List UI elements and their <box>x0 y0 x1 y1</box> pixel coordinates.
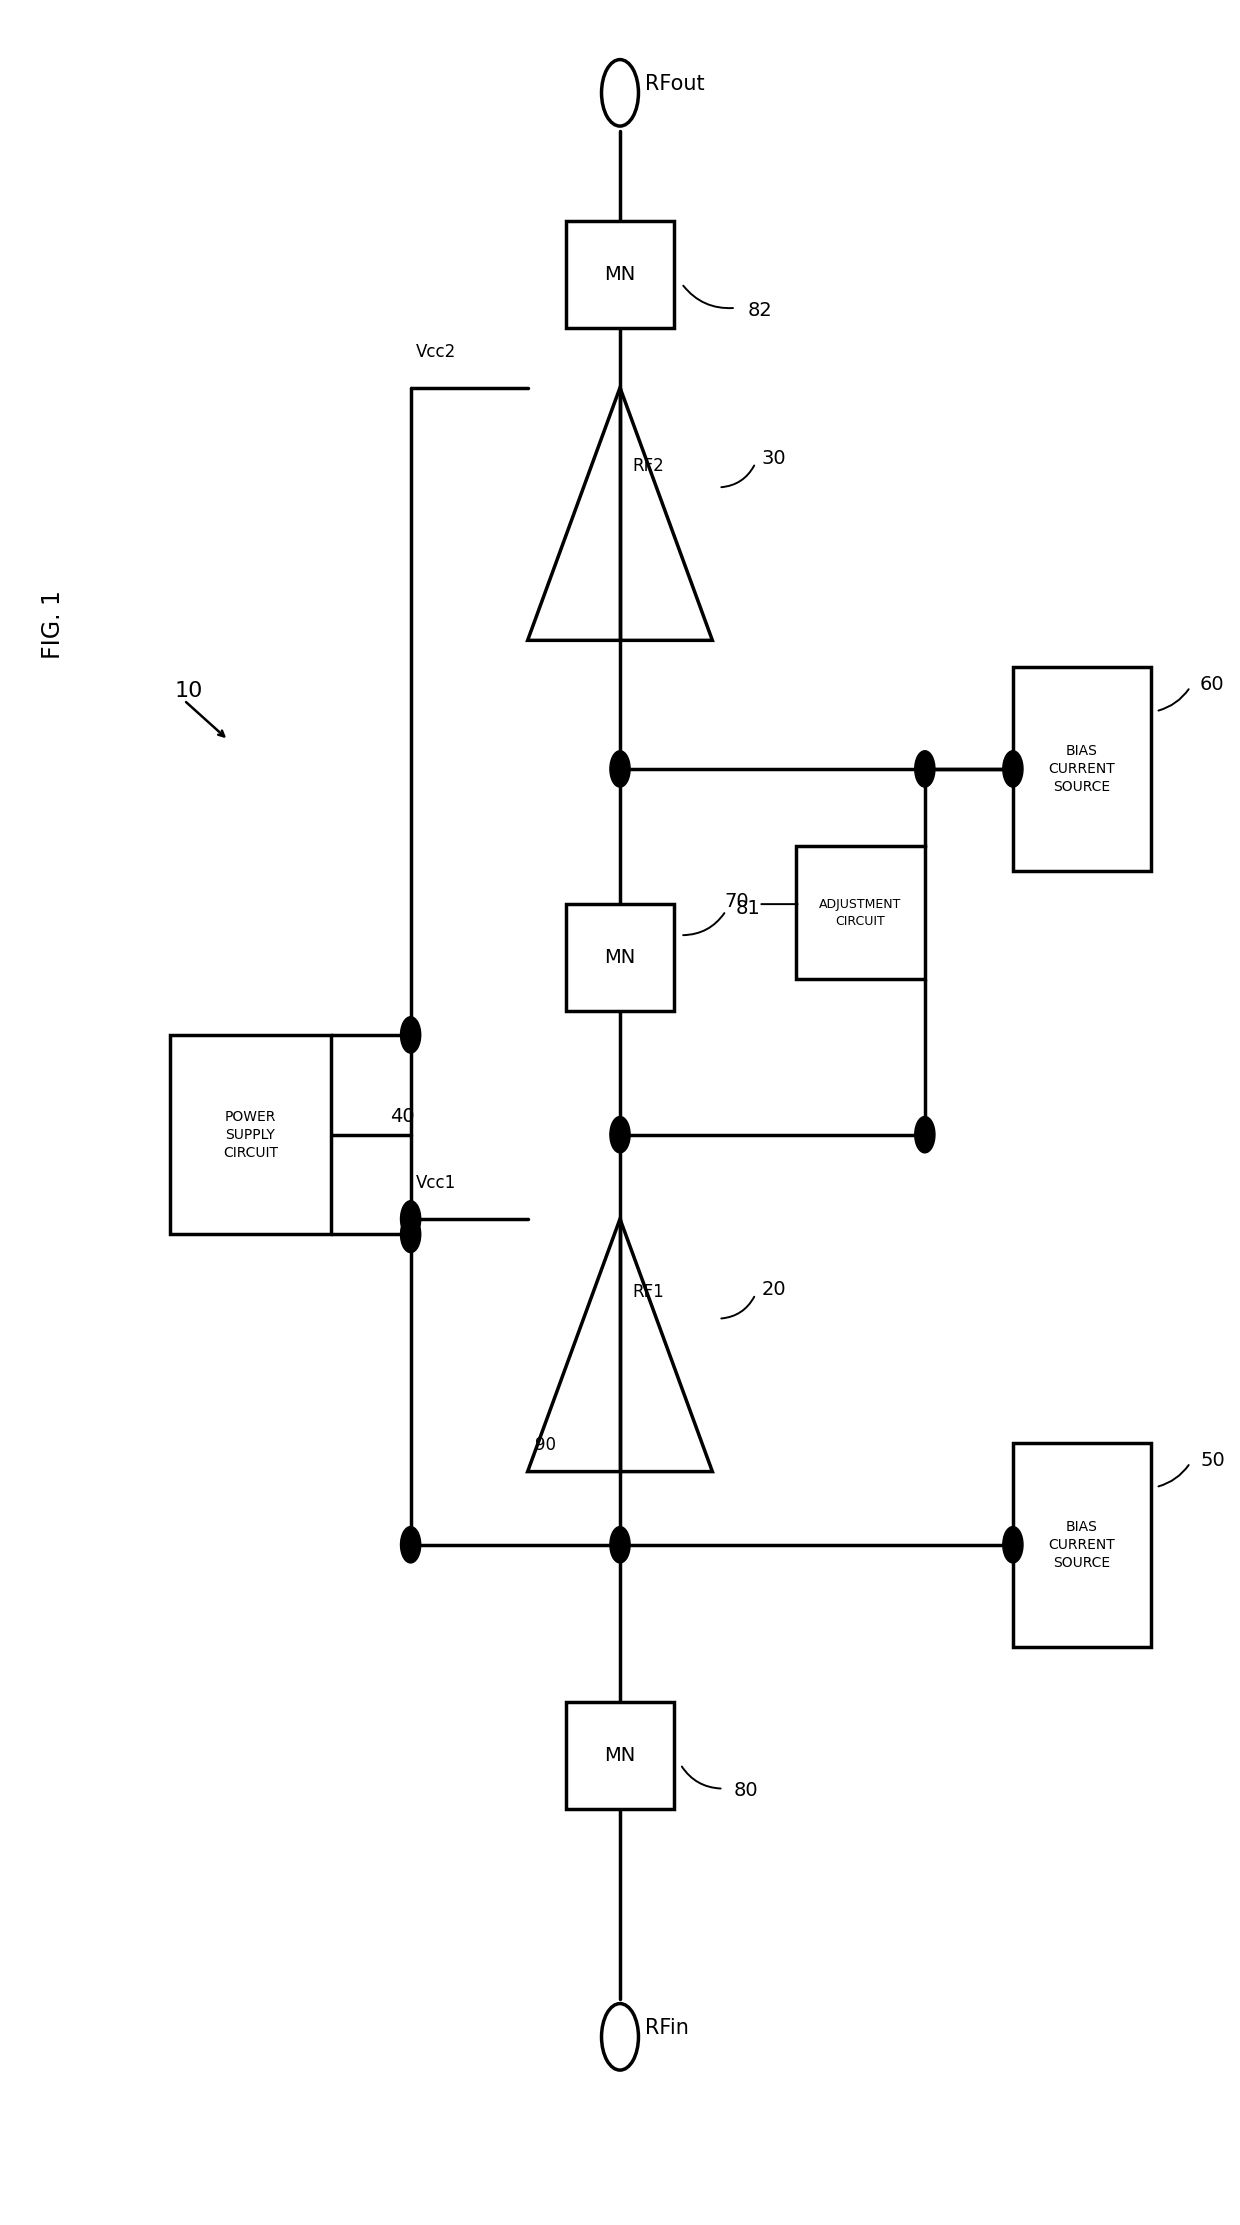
Text: 70: 70 <box>724 892 749 912</box>
Text: MN: MN <box>604 265 636 285</box>
Bar <box>565 222 675 327</box>
Bar <box>170 1035 331 1235</box>
Circle shape <box>401 1217 420 1253</box>
Bar <box>1013 1442 1151 1646</box>
Text: RF1: RF1 <box>632 1284 665 1302</box>
Text: 81: 81 <box>735 899 760 919</box>
Bar <box>565 1702 675 1809</box>
Text: POWER
SUPPLY
CIRCUIT: POWER SUPPLY CIRCUIT <box>223 1110 278 1159</box>
Text: RFout: RFout <box>645 73 704 93</box>
Circle shape <box>401 1526 420 1562</box>
Circle shape <box>401 1202 420 1237</box>
Text: ADJUSTMENT
CIRCUIT: ADJUSTMENT CIRCUIT <box>818 899 901 928</box>
Circle shape <box>601 2002 639 2069</box>
Circle shape <box>915 1117 935 1153</box>
Text: Vcc1: Vcc1 <box>415 1175 456 1193</box>
Circle shape <box>401 1017 420 1052</box>
Text: RFin: RFin <box>645 2018 688 2038</box>
Bar <box>796 846 925 979</box>
Text: FIG. 1: FIG. 1 <box>41 590 66 659</box>
Circle shape <box>610 1526 630 1562</box>
Text: MN: MN <box>604 1747 636 1764</box>
Circle shape <box>1003 1526 1023 1562</box>
Text: 40: 40 <box>389 1108 414 1126</box>
Text: BIAS
CURRENT
SOURCE: BIAS CURRENT SOURCE <box>1049 1520 1115 1569</box>
Bar <box>1013 668 1151 870</box>
Text: MN: MN <box>604 948 636 968</box>
Text: Vcc2: Vcc2 <box>415 343 456 360</box>
Bar <box>565 903 675 1010</box>
Text: 80: 80 <box>733 1782 758 1800</box>
Circle shape <box>915 750 935 788</box>
Circle shape <box>1003 750 1023 788</box>
Text: BIAS
CURRENT
SOURCE: BIAS CURRENT SOURCE <box>1049 743 1115 794</box>
Text: 20: 20 <box>761 1279 786 1299</box>
Circle shape <box>610 1117 630 1153</box>
Text: 60: 60 <box>1200 674 1225 694</box>
Text: 82: 82 <box>748 300 773 320</box>
Text: RF2: RF2 <box>632 458 665 476</box>
Text: 10: 10 <box>174 681 202 701</box>
Text: 90: 90 <box>534 1435 556 1453</box>
Text: 50: 50 <box>1200 1451 1225 1471</box>
Circle shape <box>610 750 630 788</box>
Circle shape <box>601 60 639 127</box>
Text: 30: 30 <box>761 449 786 467</box>
